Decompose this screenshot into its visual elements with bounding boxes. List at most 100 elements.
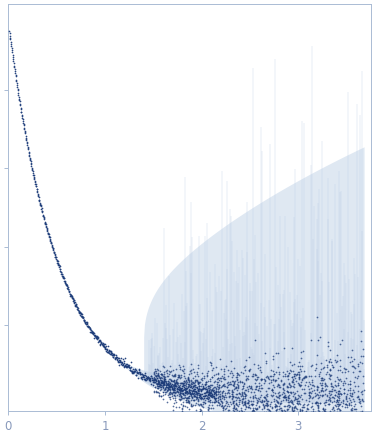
Point (182, 385, 188, 392)
Point (302, 419, 308, 426)
Point (183, 384, 189, 391)
Point (335, 367, 341, 374)
Point (134, 368, 140, 375)
Point (137, 371, 143, 378)
Point (245, 400, 251, 407)
Point (208, 392, 214, 399)
Point (202, 389, 208, 396)
Point (69, 291, 75, 298)
Point (101, 342, 107, 349)
Point (245, 414, 251, 421)
Point (293, 417, 299, 424)
Point (154, 380, 160, 387)
Point (217, 356, 223, 363)
Point (186, 382, 192, 389)
Point (242, 408, 248, 415)
Point (157, 383, 163, 390)
Point (304, 404, 310, 411)
Point (340, 419, 346, 426)
Point (195, 381, 201, 388)
Point (239, 397, 245, 404)
Point (249, 408, 255, 415)
Point (99, 342, 105, 349)
Point (294, 406, 300, 413)
Point (119, 358, 125, 365)
Point (172, 394, 178, 401)
Point (170, 382, 176, 388)
Point (268, 377, 274, 384)
Point (253, 395, 259, 402)
Point (208, 404, 214, 411)
Point (260, 376, 266, 383)
Point (347, 381, 353, 388)
Point (136, 371, 142, 378)
Point (206, 394, 212, 401)
Point (126, 361, 132, 368)
Point (7, 32, 13, 39)
Point (303, 382, 309, 389)
Point (17, 101, 23, 108)
Point (181, 385, 187, 392)
Point (188, 381, 194, 388)
Point (107, 350, 113, 357)
Point (339, 402, 345, 409)
Point (211, 419, 217, 426)
Point (180, 363, 186, 370)
Point (177, 385, 183, 392)
Point (319, 415, 325, 422)
Point (177, 380, 183, 387)
Point (322, 410, 328, 417)
Point (211, 395, 217, 402)
Point (253, 413, 259, 420)
Point (174, 387, 180, 394)
Point (168, 382, 174, 389)
Point (276, 383, 282, 390)
Point (168, 382, 174, 389)
Point (261, 408, 267, 415)
Point (174, 375, 180, 382)
Point (268, 415, 274, 422)
Point (197, 395, 203, 402)
Point (39, 207, 45, 214)
Point (275, 381, 281, 388)
Point (265, 419, 271, 426)
Point (243, 386, 249, 393)
Point (15, 85, 21, 92)
Point (294, 399, 300, 406)
Point (167, 382, 173, 389)
Point (164, 381, 170, 388)
Point (347, 389, 353, 396)
Point (156, 392, 162, 399)
Point (159, 378, 165, 385)
Point (285, 388, 291, 395)
Point (101, 340, 107, 347)
Point (273, 409, 279, 416)
Point (206, 389, 212, 396)
Point (103, 343, 109, 350)
Point (348, 419, 354, 426)
Point (298, 355, 304, 362)
Point (188, 378, 194, 385)
Point (250, 409, 256, 416)
Point (251, 361, 257, 368)
Point (233, 383, 239, 390)
Point (87, 325, 93, 332)
Point (176, 373, 182, 380)
Point (349, 406, 355, 413)
Point (335, 402, 341, 409)
Point (196, 405, 202, 412)
Point (252, 370, 258, 377)
Point (209, 392, 214, 399)
Point (287, 403, 293, 410)
Point (252, 336, 258, 343)
Point (191, 385, 197, 392)
Point (289, 344, 295, 351)
Point (172, 392, 178, 399)
Point (202, 392, 208, 399)
Point (131, 368, 137, 375)
Point (27, 156, 33, 163)
Point (324, 419, 330, 426)
Point (48, 240, 54, 247)
Point (51, 248, 57, 255)
Point (272, 370, 278, 377)
